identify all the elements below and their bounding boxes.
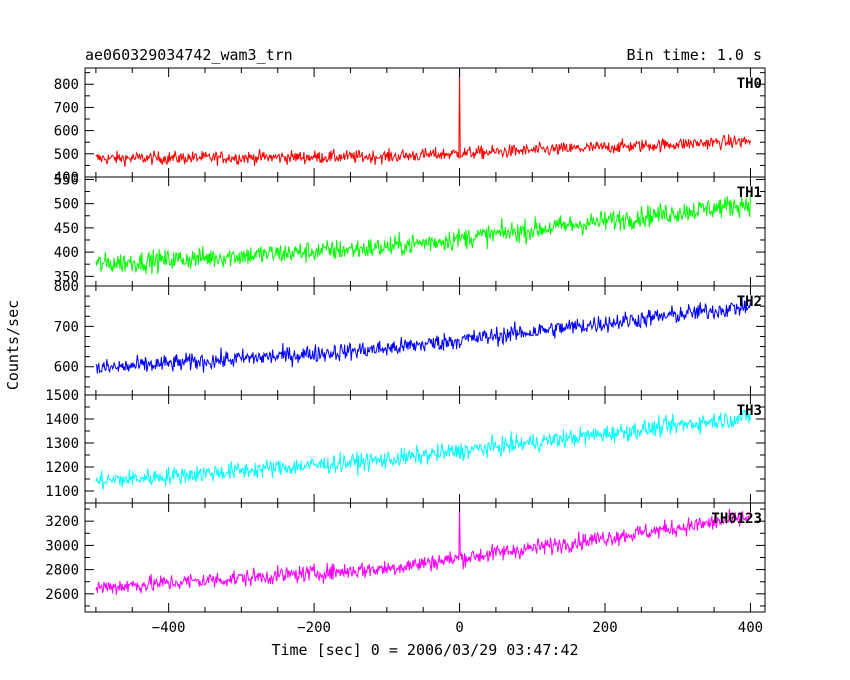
y-tick-label-th1: 400 [54, 245, 79, 261]
panel-label-th0123: TH0123 [711, 511, 762, 527]
y-tick-label-th1: 550 [54, 172, 79, 188]
y-tick-label-th1: 350 [54, 269, 79, 285]
series-line-th0 [95, 68, 751, 167]
series-line-th2 [95, 295, 751, 374]
y-tick-label-th0: 600 [54, 124, 79, 140]
y-axis-label: Counts/sec [4, 300, 22, 390]
series-line-th3 [95, 409, 751, 490]
panel-label-th0: TH0 [737, 76, 762, 92]
x-tick-label: 0 [455, 620, 463, 636]
chart-title: ae060329034742_wam3_trn [85, 46, 293, 64]
y-tick-label-th0: 800 [54, 77, 79, 93]
y-tick-label-th0123: 2600 [45, 587, 79, 603]
bin-time-label: Bin time: 1.0 s [627, 46, 762, 64]
y-tick-label-th0: 400 [54, 170, 79, 186]
x-tick-label: −200 [297, 620, 331, 636]
panel-frame-th1 [84, 176, 766, 287]
y-tick-label-th3: 1100 [45, 484, 79, 500]
x-axis-label: Time [sec] 0 = 2006/03/29 03:47:42 [271, 641, 578, 659]
panel-label-th2: TH2 [737, 294, 762, 310]
y-tick-label-th0: 700 [54, 100, 79, 116]
y-tick-label-th3: 1500 [45, 388, 79, 404]
panel-frame-th3 [84, 394, 766, 504]
panel-label-th1: TH1 [737, 185, 762, 201]
y-tick-label-th2: 600 [54, 360, 79, 376]
y-tick-label-th3: 1400 [45, 412, 79, 428]
y-tick-label-th0: 500 [54, 147, 79, 163]
y-tick-label-th3: 1300 [45, 436, 79, 452]
series-line-th1 [95, 194, 751, 275]
y-tick-label-th0123: 3000 [45, 538, 79, 554]
y-tick-label-th2: 700 [54, 319, 79, 335]
x-tick-label: 200 [592, 620, 617, 636]
panel-frame-th2 [84, 285, 766, 396]
y-tick-label-th1: 500 [54, 197, 79, 213]
x-tick-label: 400 [738, 620, 763, 636]
panels-group: 400 500 600 700 800 TH0 350 400 450 500 550 TH1 600 7… [45, 67, 766, 636]
panel-label-th3: TH3 [737, 403, 762, 419]
y-tick-label-th1: 450 [54, 221, 79, 237]
y-tick-label-th2: 800 [54, 279, 79, 295]
y-tick-label-th0123: 2800 [45, 563, 79, 579]
y-tick-label-th0123: 3200 [45, 514, 79, 530]
y-tick-label-th3: 1200 [45, 460, 79, 476]
x-tick-label: −400 [152, 620, 186, 636]
series-line-th0123 [95, 505, 751, 595]
